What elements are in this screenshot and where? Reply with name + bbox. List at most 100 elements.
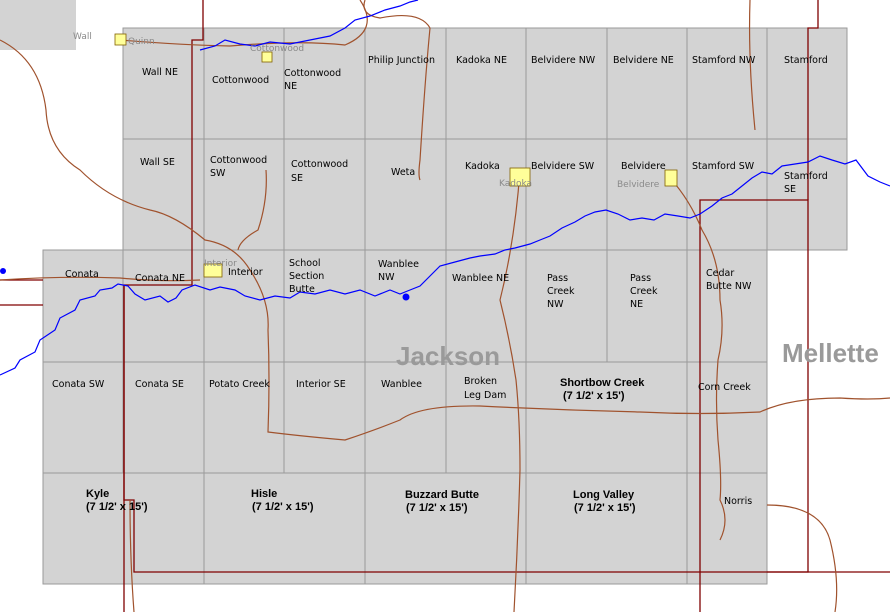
quad-cell[interactable] [766,138,848,251]
town-label-kadoka: Kadoka [499,179,532,189]
town-labels: Wall Quinn Cottonwood Kadoka Belvidere I… [73,32,660,269]
quad-cell[interactable] [122,138,205,251]
quad-label: Belvidere NE [613,55,674,66]
quad-label-line: Creek [547,286,575,297]
town-belvidere-icon[interactable] [664,169,678,187]
quad-cell[interactable] [525,138,608,251]
quad-label: Belvidere [621,161,666,172]
quad-cell[interactable] [364,472,527,585]
quad-label: Conata SW [52,379,105,390]
quad-cell[interactable] [525,472,688,585]
quad-cell[interactable] [283,249,366,363]
quad-label: Kadoka [465,161,500,172]
quad-cell[interactable] [203,27,285,140]
quad-label-line: Broken [464,376,497,387]
town-kadoka-icon[interactable] [509,167,531,187]
quad-cell[interactable] [122,361,205,474]
quad-cell[interactable] [766,27,848,140]
quad-cell[interactable] [686,249,768,363]
large-quad-scale: (7 1/2' x 15') [406,502,468,514]
quad-cell[interactable] [525,27,608,140]
quad-cell[interactable] [283,361,366,474]
quad-cell[interactable] [203,472,366,585]
quad-label-line: SE [291,173,303,184]
quad-cell[interactable] [364,249,447,363]
quad-label-line: Cottonwood [291,159,348,170]
quad-label-line: SE [784,184,796,195]
quad-cell[interactable] [445,138,527,251]
quad-cell[interactable] [283,138,366,251]
quad-label-line: School [289,258,321,269]
quad-cell[interactable] [606,138,688,251]
quad-cell[interactable] [686,361,768,474]
town-label-interior: Interior [204,259,237,269]
quad-label: Norris [724,496,752,507]
quad-label: Cottonwood SE [291,159,351,184]
quad-cell[interactable] [686,138,768,251]
quad-label: Wall NE [142,67,178,78]
quad-cell[interactable] [364,138,447,251]
quad-label-line: NE [284,81,297,92]
large-quad-name: Shortbow Creek [560,377,645,389]
quad-label: Interior [228,267,263,278]
quad-cell[interactable] [445,27,527,140]
town-markers [114,33,678,278]
quad-label: Conata [65,269,99,280]
town-label-belvidere: Belvidere [617,180,660,190]
quad-cell[interactable] [122,249,205,363]
quad-label: Stamford SW [692,161,755,172]
quad-cell[interactable] [525,249,608,363]
quad-cell[interactable] [122,27,205,140]
large-quad-scale: (7 1/2' x 15') [574,502,636,514]
town-label-wall: Wall [73,32,92,42]
quad-cell[interactable] [283,27,366,140]
quad-labels: Wall NE Cottonwood Cottonwood NE Philip … [52,55,831,514]
quad-label: Stamford [784,55,828,66]
quad-label: Wanblee NW [378,259,422,283]
quad-label-line: Creek [630,286,658,297]
town-label-cottonwood: Cottonwood [250,44,304,54]
quad-label-line: NW [547,299,564,310]
quad-cell[interactable] [42,361,124,474]
quad-label-line: Butte NW [706,281,752,292]
large-quad-name: Long Valley [573,489,635,501]
water-point-icon [0,268,6,274]
quad-label: School Section Butte [289,258,327,295]
quad-label: Conata SE [135,379,184,390]
water-point-icon [402,293,410,301]
quad-label: Pass Creek NE [630,273,661,310]
quad-label: Cedar Butte NW [706,268,752,292]
quad-cell[interactable] [364,27,447,140]
quad-label: Kadoka NE [456,55,507,66]
quad-label-line: NE [630,299,643,310]
quad-label-line: SW [210,168,226,179]
quad-label-line: Leg Dam [464,390,506,401]
quad-grid [42,27,848,585]
quad-cell[interactable] [42,249,124,363]
quad-label-line: Pass [630,273,651,284]
quad-label: Broken Leg Dam [464,376,506,401]
quad-label: Corn Creek [698,382,751,393]
large-quad-name: Buzzard Butte [405,489,479,501]
quad-label: Potato Creek [209,379,270,390]
town-quinn-icon[interactable] [114,33,127,46]
town-cottonwood-icon[interactable] [261,51,273,63]
quad-label: Cottonwood SW [210,155,270,179]
quad-label-line: Cottonwood [210,155,267,166]
quad-cell[interactable] [606,249,688,363]
large-quad-name: Hisle [251,488,277,500]
corner-box [0,0,76,50]
quad-label: Wanblee [381,379,422,390]
quad-label-line: Section [289,271,324,282]
quad-cell[interactable] [686,27,768,140]
quad-cell[interactable] [606,27,688,140]
quad-label: Conata NE [135,273,185,284]
quad-label-line: Cottonwood [284,68,341,79]
town-interior-icon[interactable] [203,263,223,278]
quad-label: Stamford SE [784,171,831,195]
quad-label-line: Wanblee [378,259,419,270]
town-label-quinn: Quinn [128,37,155,47]
county-label-jackson: Jackson [396,341,500,371]
quad-label-line: Pass [547,273,568,284]
quad-cell[interactable] [686,472,768,585]
